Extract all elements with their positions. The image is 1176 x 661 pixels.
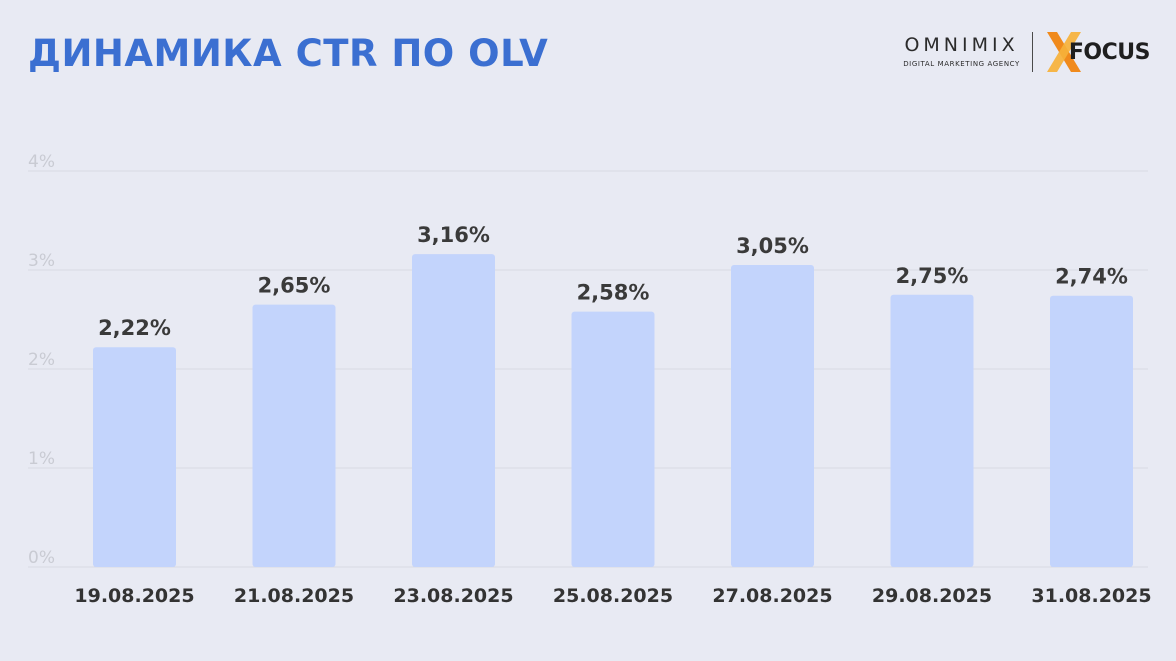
bar	[1050, 295, 1133, 567]
label-layer: 0% 1% 2% 3% 4% 2,22% 19.08.2025 2,65% 21.08.2025…	[28, 152, 1152, 607]
x-tick-label: 23.08.2025	[393, 585, 513, 607]
x-tick-label: 19.08.2025	[74, 585, 194, 607]
data-label: 2,74%	[1055, 265, 1128, 289]
x-tick-label: 29.08.2025	[872, 585, 992, 607]
bar	[731, 265, 814, 567]
data-label: 2,22%	[98, 316, 171, 340]
omnimix-logo-tagline: DIGITAL MARKETING AGENCY	[903, 60, 1020, 68]
bar	[412, 254, 495, 567]
logo-divider	[1031, 32, 1033, 72]
y-tick-label: 2%	[28, 350, 55, 370]
x-tick-label: 25.08.2025	[553, 585, 673, 607]
data-label: 3,16%	[417, 223, 490, 247]
logo-block: OMNIMIX DIGITAL MARKETING AGENCY FOCUS	[903, 28, 1151, 76]
y-tick-label: 4%	[28, 152, 55, 172]
data-label: 2,75%	[896, 264, 969, 288]
focus-logo: FOCUS	[1045, 30, 1151, 74]
y-tick-label: 1%	[28, 449, 55, 469]
bar	[890, 294, 974, 567]
x-tick-label: 31.08.2025	[1031, 585, 1151, 607]
x-tick-label: 27.08.2025	[712, 585, 832, 607]
focus-logo-word: FOCUS	[1068, 39, 1151, 65]
bar	[571, 311, 655, 567]
x-mark-icon	[1046, 32, 1081, 72]
page-title: ДИНАМИКА CTR ПО OLV	[28, 32, 549, 75]
bar-layer	[93, 254, 1133, 567]
data-label: 2,58%	[577, 281, 650, 305]
data-label: 2,65%	[258, 274, 331, 298]
bar	[252, 304, 336, 567]
y-tick-label: 3%	[28, 251, 55, 271]
bar	[93, 347, 176, 567]
omnimix-logo-name: OMNIMIX	[904, 34, 1019, 56]
x-tick-label: 21.08.2025	[234, 585, 354, 607]
data-label: 3,05%	[736, 234, 809, 258]
y-tick-label: 0%	[28, 548, 55, 568]
omnimix-logo: OMNIMIX DIGITAL MARKETING AGENCY	[903, 34, 1020, 69]
